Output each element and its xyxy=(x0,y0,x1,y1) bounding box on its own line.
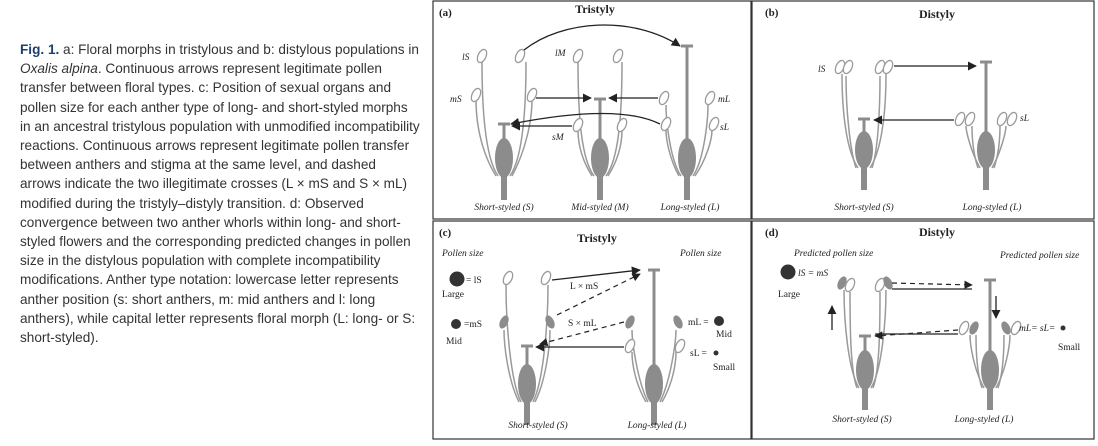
label-b-sL: sL xyxy=(1020,114,1029,124)
panel-c: (c) Tristyly Pollen size Pollen size = l… xyxy=(439,227,736,431)
morph-d-long: Long-styled (L) xyxy=(954,414,1014,425)
caption-text-2: . Continuous arrows represent legitimate… xyxy=(20,61,420,346)
flower-a-short xyxy=(470,48,538,200)
flower-c-long xyxy=(624,268,686,425)
c-size-mid-left: Mid xyxy=(446,337,462,347)
panel-c-pollen-size-left: Pollen size xyxy=(441,249,483,259)
arrow-a-sL-to-S xyxy=(510,112,661,127)
flower-a-mid xyxy=(572,48,628,200)
panel-d-letter: (d) xyxy=(765,227,779,239)
c-eq-mS: =mS xyxy=(464,320,482,330)
pollen-mid-right-icon xyxy=(714,316,724,326)
label-a-mS: mS xyxy=(450,95,462,105)
morph-c-long: Long-styled (L) xyxy=(627,420,687,431)
label-a-lM: lM xyxy=(555,49,567,59)
c-cross-1: L × mS xyxy=(570,282,598,292)
d-pollen-small-icon xyxy=(1060,325,1066,331)
arrow-a-lS-to-L xyxy=(523,24,681,51)
panel-d-predicted-left: Predicted pollen size xyxy=(793,249,873,259)
label-b-lS: lS xyxy=(818,65,826,75)
c-size-small: Small xyxy=(713,363,736,373)
flower-a-long xyxy=(658,44,720,200)
d-size-large: Large xyxy=(778,290,800,300)
pollen-mid-icon xyxy=(451,319,461,329)
panel-a: (a) Tristyly xyxy=(439,2,730,213)
panel-d-predicted-right: Predicted pollen size xyxy=(999,251,1079,261)
panel-b-letter: (b) xyxy=(765,7,779,19)
caption-label: Fig. 1. xyxy=(20,42,60,57)
flower-c-short xyxy=(499,270,555,425)
morph-a-long: Long-styled (L) xyxy=(660,202,720,213)
arrow-d-dashed-2 xyxy=(874,329,959,340)
flower-b-long xyxy=(954,60,1018,190)
label-a-sM: sM xyxy=(552,133,565,143)
label-a-sL: sL xyxy=(720,123,729,133)
panel-b: (b) Distyly xyxy=(765,7,1029,213)
c-eq-mL: mL = xyxy=(688,318,709,328)
morph-a-short: Short-styled (S) xyxy=(474,202,533,213)
panel-b-frame xyxy=(751,0,1095,220)
panel-d: (d) Distyly Predicted pollen size Predic… xyxy=(765,225,1081,425)
pollen-large-icon xyxy=(449,271,465,287)
panel-a-letter: (a) xyxy=(439,7,452,19)
arrow-d-dashed-1 xyxy=(891,280,973,290)
flower-d-short xyxy=(837,276,893,410)
panel-a-frame xyxy=(432,0,752,220)
caption-species: Oxalis alpina xyxy=(20,61,98,77)
arrow-c-lS-to-L xyxy=(551,266,641,281)
c-size-mid-right: Mid xyxy=(716,330,732,340)
panel-c-pollen-size-right: Pollen size xyxy=(679,249,721,259)
figure-caption: Fig. 1. a: Floral morphs in tristylous a… xyxy=(20,40,420,347)
c-cross-2: S × mL xyxy=(568,319,597,329)
c-size-large: Large xyxy=(442,290,464,300)
d-eq-small: mL= sL= xyxy=(1019,324,1055,334)
morph-b-long: Long-styled (L) xyxy=(962,202,1022,213)
panel-c-title: Tristyly xyxy=(577,231,617,245)
morph-b-short: Short-styled (S) xyxy=(834,202,893,213)
panel-c-frame xyxy=(432,220,752,440)
arrow-c-dashed-1 xyxy=(556,273,641,316)
label-a-lS: lS xyxy=(462,53,470,63)
panel-a-title: Tristyly xyxy=(575,2,615,16)
arrow-c-dashed-2 xyxy=(539,321,625,347)
c-eq-sL: sL = xyxy=(690,349,707,359)
pollen-small-icon xyxy=(713,350,719,356)
d-size-small: Small xyxy=(1058,343,1081,353)
d-pollen-large-icon xyxy=(780,264,796,280)
panel-c-letter: (c) xyxy=(439,227,452,239)
panel-d-title: Distyly xyxy=(919,225,955,239)
panel-d-frame xyxy=(751,220,1095,440)
flower-b-short xyxy=(834,59,894,190)
caption-text-1: a: Floral morphs in tristylous and b: di… xyxy=(59,42,419,57)
c-eq-lS: = lS xyxy=(466,276,482,286)
figure-panels: (a) Tristyly xyxy=(432,0,1095,440)
panel-b-title: Distyly xyxy=(919,7,955,21)
d-eq-lS: lS = mS xyxy=(798,269,828,279)
label-a-mL: mL xyxy=(718,95,730,105)
flower-d-long xyxy=(958,278,1022,410)
morph-c-short: Short-styled (S) xyxy=(508,420,567,431)
morph-d-short: Short-styled (S) xyxy=(832,414,891,425)
morph-a-mid: Mid-styled (M) xyxy=(570,202,628,213)
